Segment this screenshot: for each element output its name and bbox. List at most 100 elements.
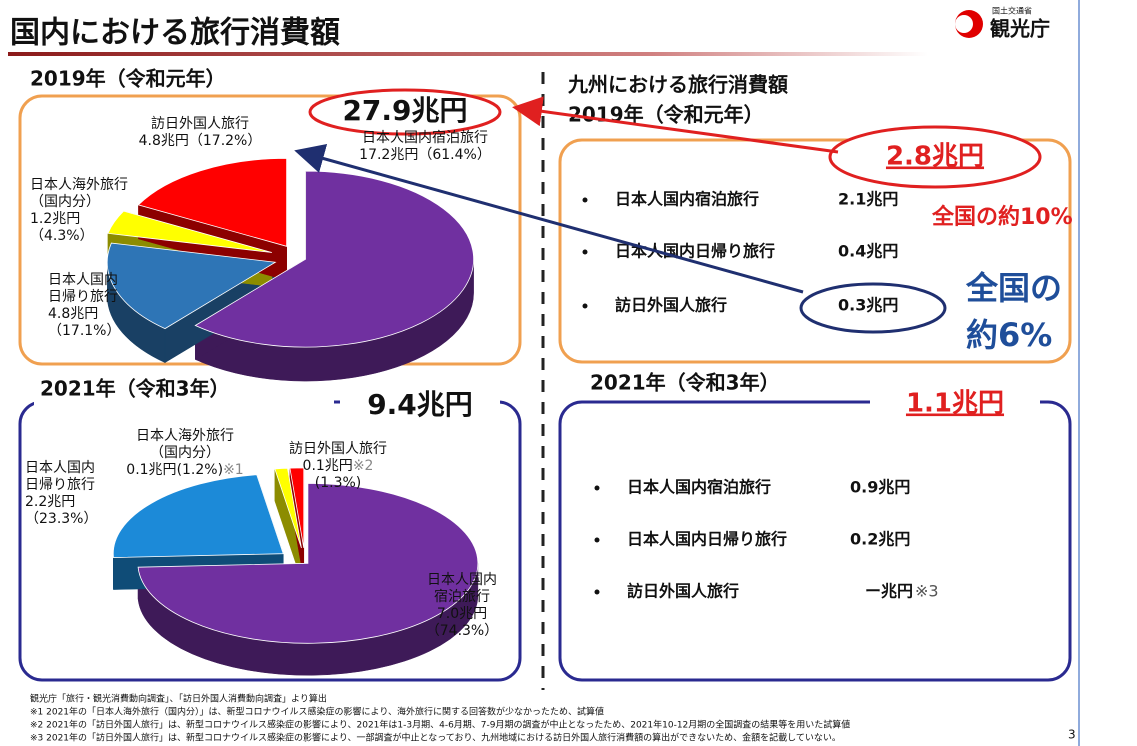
pie-heading: 2021年（令和3年）	[40, 377, 230, 401]
slice-label-part: 4.8兆円	[48, 306, 98, 322]
slice-label: 訪日外国人旅行 0.1兆円※2 (1.3%)	[289, 441, 387, 491]
slice-label: 日本人国内宿泊旅行 17.2兆円（61.4%）	[359, 129, 491, 163]
arrow	[294, 143, 804, 294]
pie-slice	[274, 467, 302, 549]
bullet	[594, 485, 600, 491]
kyushu-title: 九州における旅行消費額	[567, 73, 788, 97]
arrows	[294, 96, 839, 294]
pie	[106, 157, 475, 382]
item-label: 日本人国内日帰り旅行	[615, 242, 775, 261]
slice-label-part: 訪日外国人旅行	[289, 441, 387, 457]
slice-label-part: 日帰り旅行	[25, 476, 95, 493]
pie	[112, 467, 479, 676]
slice-label-part: 7.0兆円	[437, 606, 487, 622]
slice-label-part: 日帰り旅行	[48, 288, 118, 305]
kyushu-heading: 2021年（令和3年）	[590, 371, 780, 395]
kyushu-total: 1.1兆円	[906, 389, 1004, 419]
slice-label-part: （74.3%）	[426, 623, 498, 639]
logo-agency: 観光庁	[990, 17, 1050, 41]
share-note: 全国の約10%	[931, 204, 1073, 230]
pie-heading: 2019年（令和元年）	[30, 67, 226, 91]
item-label: 日本人国内日帰り旅行	[627, 530, 787, 549]
footnote: ※2 2021年の「訪日外国人旅行」は、新型コロナウイルス感染症の影響により、2…	[30, 719, 850, 731]
slice-label-part: ※2	[353, 458, 374, 474]
slice-label-part: 日本人海外旅行	[30, 177, 128, 193]
slice-label-part: （国内分）	[30, 194, 100, 210]
slice-label: 日本人国内宿泊旅行 7.0兆円（74.3%）	[426, 572, 498, 639]
slice-label-part: 日本人国内	[25, 460, 95, 476]
slice-label-part: （4.3%）	[30, 228, 94, 244]
kyushu-heading: 2019年（令和元年）	[568, 103, 764, 127]
pie-slice	[107, 210, 272, 253]
slice-label-part: 日本人国内宿泊旅行	[362, 129, 488, 146]
arrow	[512, 96, 839, 154]
pie-slice	[106, 242, 277, 330]
slice-label-part: 日本人国内	[48, 272, 118, 288]
item-amount: 0.9兆円	[850, 478, 910, 497]
item-note: ※3	[915, 582, 939, 601]
slice-label-part: 17.2兆円	[359, 147, 418, 163]
slice-label-part: (1.2%)	[177, 462, 224, 478]
logo-mark-inner	[955, 15, 973, 33]
kyushu-total: 2.8兆円	[886, 142, 984, 172]
slice-label-part: (1.3%)	[315, 475, 362, 491]
pie-slice	[137, 157, 288, 247]
item-label: 訪日外国人旅行	[615, 296, 727, 315]
slice-label-part: 宿泊旅行	[434, 588, 490, 605]
item-label: 日本人国内宿泊旅行	[627, 478, 771, 497]
highlight-ellipse	[308, 88, 502, 136]
slice-label-part: 訪日外国人旅行	[151, 116, 249, 132]
item-amount: 0.4兆円	[838, 242, 898, 261]
page-number: 3	[1068, 728, 1076, 742]
total-bg	[340, 390, 500, 420]
slice-label-part: 1.2兆円	[30, 211, 80, 227]
bullet	[594, 589, 600, 595]
slice-label-part: 日本人海外旅行	[136, 428, 234, 444]
footnote: ※3 2021年の「訪日外国人旅行」は、新型コロナウイルス感染症の影響により、一…	[30, 732, 841, 744]
slice-label-part: 4.8兆円	[139, 133, 189, 149]
pie-slice	[194, 170, 475, 348]
title-underline	[8, 52, 928, 56]
slice-label: 訪日外国人旅行 4.8兆円（17.2%）	[139, 116, 262, 149]
slice-label: 日本人国内日帰り旅行 4.8兆円（17.1%）	[48, 272, 120, 339]
slice-label-part: （23.3%）	[25, 511, 97, 527]
logo-ministry: 国土交通省	[992, 6, 1032, 16]
item-label: 訪日外国人旅行	[627, 582, 739, 601]
highlight-ellipse	[828, 125, 1042, 189]
footnote: 観光庁「旅行・観光消費動向調査」、「訪日外国人消費動向調査」より算出	[30, 693, 327, 705]
item-amount: 0.3兆円	[838, 296, 898, 315]
slice-label-part: 0.1兆円	[126, 462, 176, 478]
bullet	[594, 537, 600, 543]
slice-label: 日本人海外旅行（国内分） 0.1兆円(1.2%)※1	[126, 428, 243, 478]
slice-label-part: （17.1%）	[48, 323, 120, 339]
bullet	[582, 197, 588, 203]
slice-label-part: 2.2兆円	[25, 494, 75, 510]
slice-label-part: （17.2%）	[189, 133, 261, 149]
slice-label: 日本人国内日帰り旅行 2.2兆円（23.3%）	[25, 460, 97, 527]
slice-label-part: 0.1兆円	[303, 458, 353, 474]
footnote: ※1 2021年の「日本人海外旅行（国内分）」は、新型コロナウイルス感染症の影響…	[30, 706, 604, 718]
share-note: 約6%	[966, 316, 1052, 354]
slice-label-part: ※1	[223, 462, 244, 478]
pie-slice	[112, 474, 284, 558]
pie-total: 9.4兆円	[367, 388, 473, 421]
item-amount: ー兆円	[865, 582, 913, 601]
total-bg	[870, 390, 1040, 418]
slice-label-part: （61.4%）	[418, 147, 490, 163]
item-amount: 0.2兆円	[850, 530, 910, 549]
slice-label: 日本人海外旅行（国内分） 1.2兆円（4.3%）	[30, 177, 128, 244]
pie-slice	[137, 482, 479, 644]
slide-title: 国内における旅行消費額	[10, 16, 340, 51]
share-note: 全国の	[965, 269, 1062, 307]
kyushu-panel-2019	[558, 138, 1072, 364]
highlight-ellipse	[799, 282, 947, 334]
bullet	[582, 249, 588, 255]
bullet	[582, 303, 588, 309]
pie-total: 27.9兆円	[342, 94, 467, 127]
pie-slice	[289, 467, 305, 548]
heading-bg	[34, 380, 334, 410]
slice-label-part: 日本人国内	[427, 572, 497, 588]
kyushu-panel-2021	[558, 400, 1072, 682]
item-label: 日本人国内宿泊旅行	[615, 190, 759, 209]
